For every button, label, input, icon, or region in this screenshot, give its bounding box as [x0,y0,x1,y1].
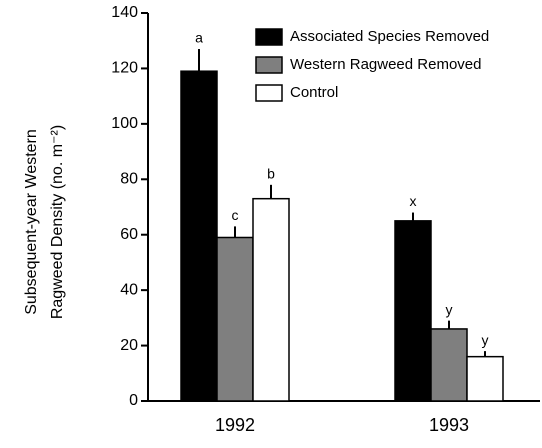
significance-letter: b [267,166,275,182]
bar [180,70,218,402]
legend-label: Control [290,84,338,101]
legend-swatch [255,28,283,46]
legend-swatch [255,56,283,74]
bar [216,236,254,402]
y-tick-label: 80 [120,171,138,188]
bar [430,328,468,402]
y-axis-label: Subsequent-year Western [23,129,40,315]
x-tick-label: 1992 [215,415,255,435]
legend-label: Associated Species Removed [290,28,489,45]
significance-letter: y [482,332,489,348]
bar [252,197,290,402]
y-tick-label: 0 [129,392,138,409]
significance-letter: y [446,301,453,317]
legend-label: Western Ragweed Removed [290,56,481,73]
y-tick-label: 140 [111,4,138,21]
y-tick-label: 60 [120,226,138,243]
legend-swatch [255,84,283,102]
x-tick-label: 1993 [429,415,469,435]
significance-letter: x [410,193,417,209]
bar [466,355,504,402]
significance-letter: a [195,30,203,46]
y-tick-label: 120 [111,60,138,77]
y-tick-label: 40 [120,281,138,298]
bar [394,220,432,402]
y-tick-label: 20 [120,337,138,354]
y-axis-label: Ragweed Density (no. m⁻²) [49,125,66,319]
significance-letter: c [232,207,239,223]
y-tick-label: 100 [111,115,138,132]
